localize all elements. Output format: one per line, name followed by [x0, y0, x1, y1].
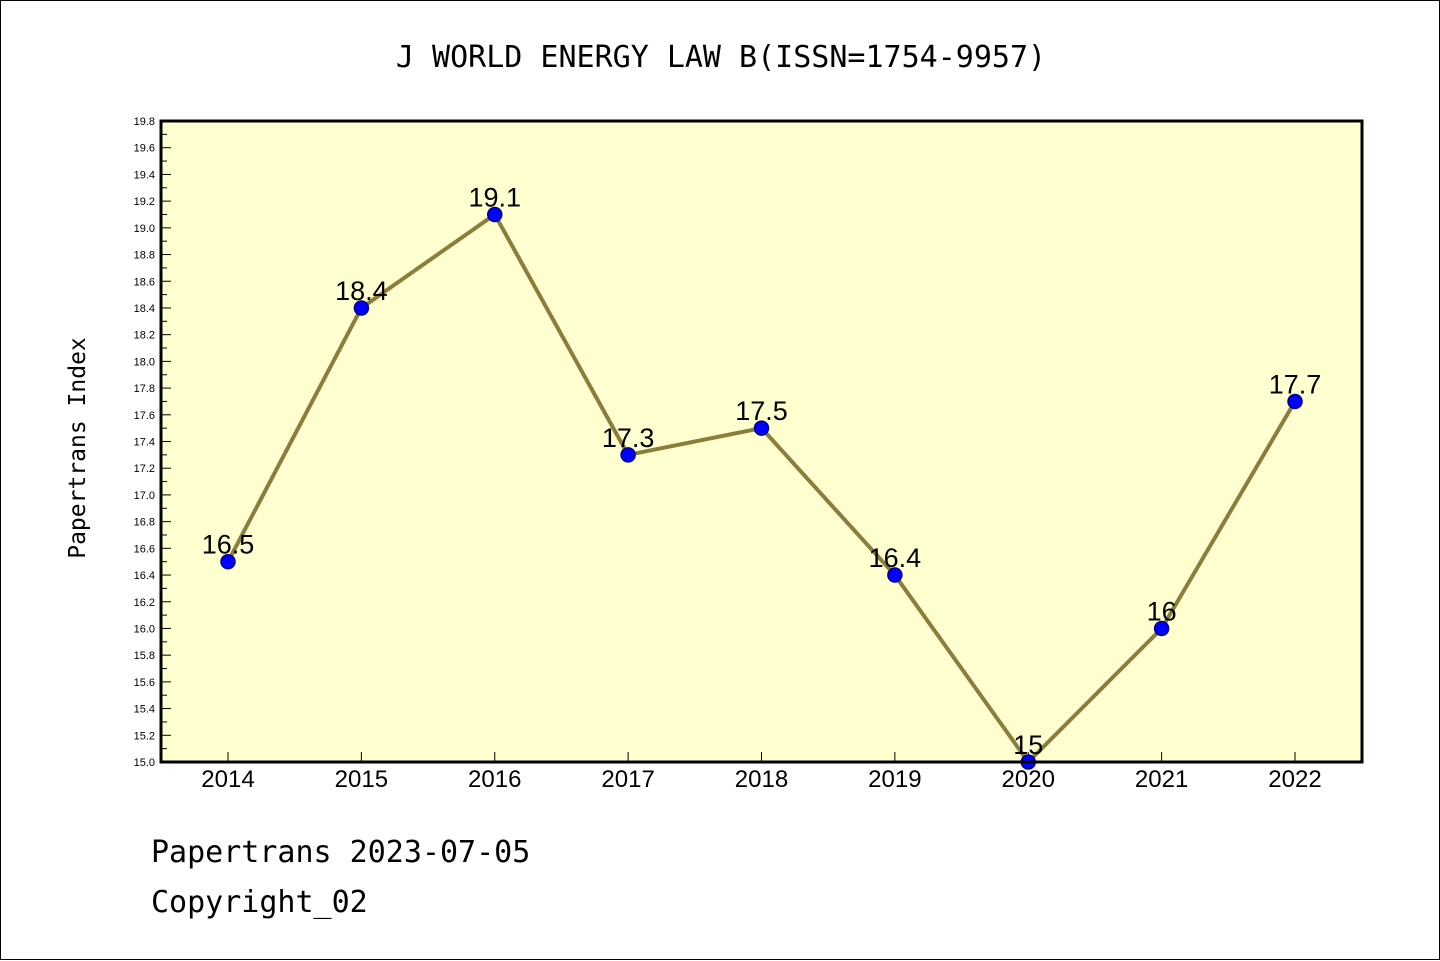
y-tick-label: 15.0 [134, 757, 155, 769]
x-tick-label: 2021 [1135, 766, 1188, 793]
y-tick-label: 18.8 [134, 250, 155, 262]
y-tick-label: 19.4 [134, 169, 155, 181]
x-tick-label: 2016 [468, 766, 521, 793]
chart-title: J WORLD ENERGY LAW B(ISSN=1754-9957) [396, 40, 1046, 75]
y-axis-label: Papertrans Index [65, 337, 91, 559]
data-point [887, 567, 903, 583]
plot-border [159, 119, 1364, 764]
y-tick-label: 17.0 [134, 490, 155, 502]
data-point [1287, 393, 1303, 410]
footer-date: Papertrans 2023-07-05 [151, 835, 531, 870]
y-tick-label: 15.2 [134, 730, 155, 742]
data-points [220, 206, 1303, 770]
x-tick-label: 2022 [1268, 766, 1321, 793]
data-point [487, 206, 503, 223]
y-tick-label: 17.4 [134, 437, 155, 449]
data-label: 15 [1013, 730, 1043, 760]
y-tick-label: 17.2 [134, 463, 155, 475]
data-labels: 16.5 18.4 19.1 17.3 17.5 16.4 15 16 17.7 [202, 182, 1322, 760]
y-tick-label: 19.8 [134, 116, 155, 128]
x-tick-label: 2015 [335, 766, 388, 793]
y-tick-label: 16.4 [134, 570, 155, 582]
y-tick-label: 16.2 [134, 597, 155, 609]
footer-copyright: Copyright_02 [151, 885, 368, 920]
data-label: 18.4 [335, 276, 388, 306]
x-axis: 2014 2015 2016 2017 2018 2019 2020 2021 2022 [201, 752, 1322, 793]
y-tick-label: 15.8 [134, 650, 155, 662]
y-axis: 15.0 15.2 15.4 15.6 15.8 16.0 16.2 16.4 16.6 16.8… [134, 116, 171, 769]
y-tick-label: 15.6 [134, 677, 155, 689]
y-tick-label: 19.2 [134, 196, 155, 208]
y-tick-label: 16.0 [134, 623, 155, 635]
data-label: 19.1 [468, 182, 521, 212]
data-label: 17.5 [735, 396, 788, 426]
data-point [353, 300, 370, 316]
x-tick-label: 2017 [601, 766, 654, 793]
x-tick-label: 2018 [735, 766, 788, 793]
data-label: 16.5 [202, 530, 255, 560]
data-point [1153, 620, 1170, 637]
data-label: 17.3 [602, 423, 655, 453]
y-tick-label: 17.6 [134, 410, 155, 422]
y-tick-label: 17.8 [134, 383, 155, 395]
data-point [220, 553, 236, 570]
y-tick-label: 16.6 [134, 543, 155, 555]
data-point [753, 420, 770, 436]
data-label: 17.7 [1269, 369, 1322, 399]
x-tick-label: 2014 [201, 766, 254, 793]
data-label: 16 [1147, 596, 1177, 626]
plot-area [161, 121, 1362, 762]
x-tick-label: 2020 [1002, 766, 1055, 793]
y-tick-label: 19.0 [134, 223, 155, 235]
y-tick-label: 19.6 [134, 143, 155, 155]
y-tick-label: 18.2 [134, 330, 155, 342]
data-point [620, 447, 636, 463]
y-tick-label: 18.4 [134, 303, 155, 315]
y-tick-label: 18.6 [134, 276, 155, 288]
y-tick-label: 18.0 [134, 356, 155, 368]
x-tick-label: 2019 [868, 766, 921, 793]
y-tick-label: 16.8 [134, 517, 155, 529]
data-label: 16.4 [869, 543, 922, 573]
y-tick-label: 15.4 [134, 704, 155, 716]
